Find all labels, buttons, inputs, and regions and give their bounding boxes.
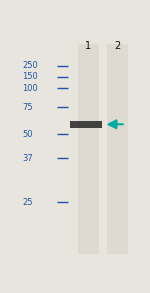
Bar xyxy=(107,44,128,254)
Text: 2: 2 xyxy=(114,41,121,51)
Bar xyxy=(78,44,99,254)
Text: 100: 100 xyxy=(22,84,38,93)
Text: 150: 150 xyxy=(22,72,38,81)
Text: 250: 250 xyxy=(22,61,38,70)
Text: 50: 50 xyxy=(22,130,33,139)
Text: 75: 75 xyxy=(22,103,33,112)
Text: 25: 25 xyxy=(22,197,33,207)
Bar xyxy=(70,121,102,128)
Text: 37: 37 xyxy=(22,154,33,163)
Text: 1: 1 xyxy=(85,41,91,51)
